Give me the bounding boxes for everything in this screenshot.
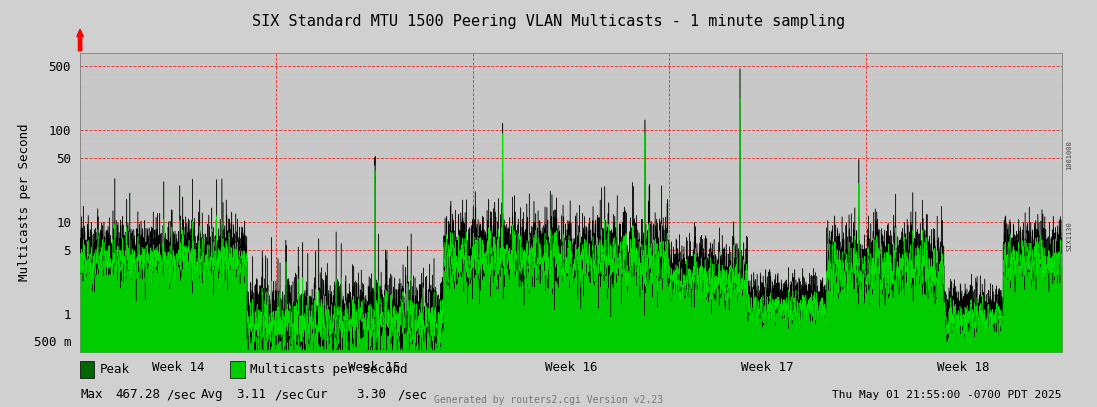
Text: SIX Standard MTU 1500 Peering VLAN Multicasts - 1 minute sampling: SIX Standard MTU 1500 Peering VLAN Multi… — [252, 14, 845, 29]
Text: 467.28: 467.28 — [115, 388, 160, 401]
Text: Peak: Peak — [100, 363, 129, 376]
Text: /sec: /sec — [167, 388, 196, 401]
Text: Avg: Avg — [201, 388, 224, 401]
Text: Cur: Cur — [305, 388, 328, 401]
Text: /sec: /sec — [397, 388, 427, 401]
Text: 3.11: 3.11 — [236, 388, 265, 401]
Text: Max: Max — [80, 388, 103, 401]
Text: Thu May 01 21:55:00 -0700 PDT 2025: Thu May 01 21:55:00 -0700 PDT 2025 — [833, 390, 1062, 400]
Text: Generated by routers2.cgi Version v2.23: Generated by routers2.cgi Version v2.23 — [434, 395, 663, 405]
Text: 1001000: 1001000 — [1066, 140, 1073, 170]
Text: Multicasts per Second: Multicasts per Second — [250, 363, 408, 376]
Text: SIX1130: SIX1130 — [1066, 221, 1073, 251]
Y-axis label: Multicasts per Second: Multicasts per Second — [18, 124, 31, 281]
Text: 3.30: 3.30 — [357, 388, 386, 401]
Text: /sec: /sec — [274, 388, 304, 401]
